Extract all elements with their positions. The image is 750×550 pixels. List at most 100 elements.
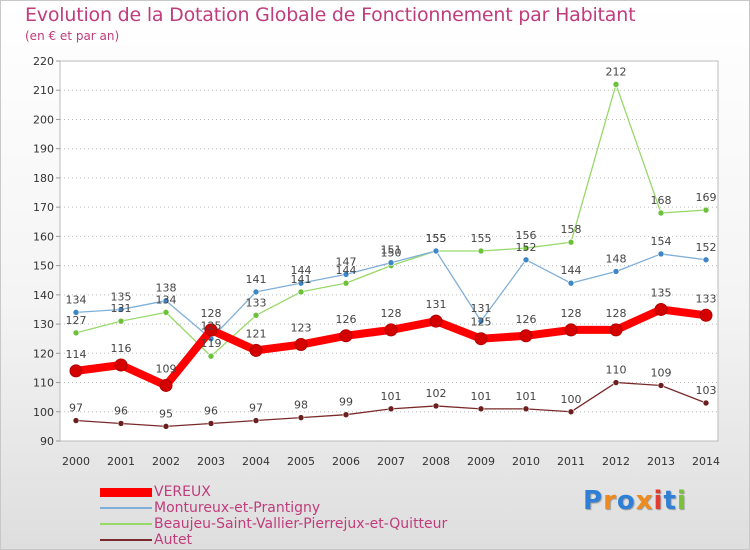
data-point: [519, 329, 533, 343]
y-tick-label: 110: [33, 377, 54, 390]
data-point: [294, 338, 308, 352]
logo-letter: x: [635, 486, 654, 516]
legend-swatch: [100, 507, 152, 509]
y-tick-label: 160: [33, 230, 54, 243]
data-label: 169: [696, 191, 717, 204]
y-tick-label: 150: [33, 260, 54, 273]
data-point: [204, 323, 218, 337]
data-label: 109: [156, 362, 177, 375]
data-label: 125: [471, 316, 492, 329]
x-tick-label: 2011: [557, 455, 585, 468]
data-point: [159, 378, 173, 392]
data-label: 100: [561, 393, 582, 406]
x-tick-label: 2006: [332, 455, 360, 468]
data-label: 126: [336, 313, 357, 326]
data-point: [342, 271, 350, 278]
data-point: [612, 268, 620, 275]
data-point: [432, 402, 440, 410]
data-point: [69, 364, 83, 378]
data-point: [117, 420, 125, 427]
data-label: 110: [606, 364, 627, 377]
y-tick-label: 190: [33, 143, 54, 156]
legend-label: Montureux-et-Prantigny: [154, 500, 321, 516]
data-point: [609, 323, 623, 337]
data-label: 134: [66, 293, 87, 306]
data-point: [114, 358, 128, 372]
data-point: [162, 423, 170, 430]
data-label: 212: [606, 65, 627, 78]
y-tick-label: 200: [33, 113, 54, 126]
data-point: [612, 379, 620, 386]
data-label: 103: [696, 384, 717, 397]
data-label: 128: [201, 307, 222, 320]
x-tick-label: 2001: [107, 455, 135, 468]
logo-letter: i: [653, 486, 664, 516]
data-point: [657, 382, 665, 389]
x-tick-label: 2007: [377, 455, 405, 468]
data-label: 135: [651, 286, 672, 299]
data-point: [564, 323, 578, 337]
x-tick-label: 2000: [62, 455, 90, 468]
data-point: [567, 279, 575, 287]
proxiti-logo: Proxiti: [583, 486, 687, 516]
data-point: [117, 306, 125, 313]
data-label: 155: [471, 232, 492, 245]
y-tick-label: 220: [33, 55, 54, 68]
data-label: 154: [651, 235, 672, 248]
x-tick-label: 2005: [287, 455, 315, 468]
data-label: 114: [66, 348, 87, 361]
data-point: [477, 405, 485, 413]
legend-label: Autet: [154, 532, 193, 548]
data-point: [522, 405, 530, 413]
logo-letter: i: [676, 486, 687, 516]
data-point: [432, 247, 440, 255]
data-label: 102: [426, 387, 447, 400]
data-label: 155: [426, 232, 447, 245]
data-point: [657, 209, 665, 217]
data-label: 101: [471, 390, 492, 403]
logo-letter: r: [603, 486, 617, 516]
data-label: 96: [114, 404, 128, 417]
data-point: [117, 317, 125, 325]
y-tick-label: 100: [33, 406, 54, 419]
data-label: 131: [426, 298, 447, 311]
data-label: 116: [111, 342, 132, 355]
data-label: 109: [651, 366, 672, 379]
data-label: 155: [426, 232, 447, 245]
data-label: 127: [66, 314, 87, 327]
logo-letter: t: [663, 486, 677, 516]
data-point: [387, 405, 395, 413]
data-label: 144: [336, 264, 357, 277]
data-label: 135: [111, 290, 132, 303]
data-label: 141: [291, 273, 312, 286]
data-point: [702, 206, 710, 214]
data-point: [207, 420, 215, 427]
logo-letter: o: [616, 486, 636, 516]
data-point: [72, 329, 80, 337]
data-label: 126: [516, 313, 537, 326]
logo-letter: P: [583, 486, 604, 516]
data-point: [654, 302, 668, 316]
data-point: [612, 81, 620, 88]
data-point: [252, 417, 260, 424]
data-label: 119: [201, 337, 222, 350]
data-point: [249, 343, 263, 357]
x-tick-label: 2008: [422, 455, 450, 468]
data-point: [522, 244, 530, 252]
chart-title: Evolution de la Dotation Globale de Fonc…: [25, 4, 636, 26]
legend-item: Montureux-et-Prantigny: [100, 500, 520, 516]
data-point: [297, 414, 305, 421]
data-label: 151: [381, 244, 402, 257]
data-label: 168: [651, 194, 672, 207]
legend-swatch: [100, 523, 152, 525]
data-label: 144: [561, 264, 582, 277]
data-label: 95: [159, 407, 173, 420]
data-label: 98: [294, 399, 308, 412]
data-point: [387, 259, 395, 266]
data-label: 133: [696, 292, 717, 305]
y-tick-label: 170: [33, 201, 54, 214]
legend-label: Beaujeu-Saint-Vallier-Pierrejux-et-Quitt…: [154, 516, 448, 532]
data-label: 131: [111, 302, 132, 315]
legend-swatch: [100, 488, 152, 497]
